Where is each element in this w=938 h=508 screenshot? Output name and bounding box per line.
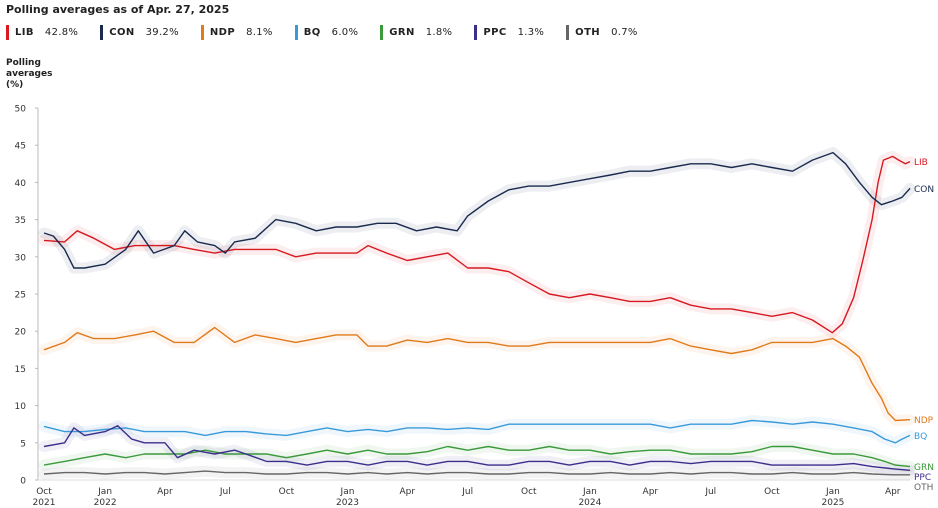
legend-code: BQ xyxy=(303,26,321,38)
x-tick-label: Oct xyxy=(764,487,780,497)
legend-swatch xyxy=(200,24,204,40)
series-end-label-lib: LIB xyxy=(914,158,928,168)
legend-item-ndp[interactable]: NDP 8.1% xyxy=(200,24,295,40)
series-line-bq xyxy=(43,419,911,444)
x-tick-label: Jul xyxy=(461,487,473,497)
legend-swatch xyxy=(294,24,298,40)
legend-value: 1.8% xyxy=(425,26,453,38)
legend-value: 1.3% xyxy=(517,26,545,38)
y-tick-label: 20 xyxy=(15,328,27,338)
x-tick-year-label: 2021 xyxy=(33,498,56,508)
x-tick-label: Apr xyxy=(399,487,415,497)
y-tick-label: 5 xyxy=(20,439,26,449)
x-tick-label: Jul xyxy=(219,487,231,497)
legend-item-oth[interactable]: OTH 0.7% xyxy=(566,24,660,40)
legend-value: 0.7% xyxy=(611,26,638,38)
series-end-label-ppc: PPC xyxy=(914,473,931,483)
legend-item-con[interactable]: CON 39.2% xyxy=(100,24,201,40)
series-line-ndp xyxy=(43,326,911,422)
legend-code: CON xyxy=(109,26,135,38)
x-tick-label: Jan xyxy=(825,487,840,497)
series-line-ppc xyxy=(43,425,911,471)
series-end-label-ndp: NDP xyxy=(914,416,934,426)
legend-swatch xyxy=(380,24,384,40)
y-tick-label: 10 xyxy=(15,402,27,412)
x-tick-label: Jan xyxy=(97,487,112,497)
legend-swatch xyxy=(474,24,478,40)
y-tick-label: 35 xyxy=(15,216,26,226)
legend-value: 42.8% xyxy=(44,26,79,38)
y-tick-label: 30 xyxy=(15,253,27,263)
x-tick-label: Apr xyxy=(643,487,659,497)
x-tick-label: Jan xyxy=(340,487,355,497)
y-tick-label: 0 xyxy=(20,477,26,487)
legend-swatch xyxy=(100,24,104,40)
y-tick-label: 25 xyxy=(15,291,26,301)
x-tick-label: Oct xyxy=(36,487,52,497)
y-tick-label: 45 xyxy=(15,142,26,152)
legend-code: GRN xyxy=(389,26,415,38)
x-tick-label: Oct xyxy=(521,487,537,497)
legend-value: 8.1% xyxy=(246,26,273,38)
chart-title: Polling averages as of Apr. 27, 2025 xyxy=(6,3,230,16)
legend-code: PPC xyxy=(483,26,507,38)
x-tick-label: Apr xyxy=(885,487,901,497)
series-end-label-oth: OTH xyxy=(914,483,933,493)
legend: LIB 42.8% CON 39.2% NDP 8.1% BQ 6.0% GRN… xyxy=(6,24,660,40)
series-line-oth xyxy=(43,470,910,476)
series-end-label-grn: GRN xyxy=(914,463,934,473)
legend-code: NDP xyxy=(209,26,236,38)
series-line-grn xyxy=(43,445,911,468)
y-axis-label: Polling averages (%) xyxy=(6,58,53,90)
series-line-lib xyxy=(43,155,911,334)
legend-item-bq[interactable]: BQ 6.0% xyxy=(294,24,381,40)
x-tick-year-label: 2024 xyxy=(578,498,601,508)
legend-item-grn[interactable]: GRN 1.8% xyxy=(380,24,474,40)
x-tick-label: Oct xyxy=(279,487,295,497)
legend-item-lib[interactable]: LIB 42.8% xyxy=(6,24,100,40)
series-band-con xyxy=(38,147,916,274)
x-tick-year-label: 2023 xyxy=(336,498,359,508)
legend-value: 6.0% xyxy=(331,26,359,38)
x-tick-year-label: 2022 xyxy=(94,498,117,508)
series-end-label-bq: BQ xyxy=(914,432,927,442)
x-tick-label: Jan xyxy=(582,487,597,497)
legend-swatch xyxy=(6,24,9,40)
x-tick-label: Jul xyxy=(704,487,716,497)
legend-code: OTH xyxy=(575,26,601,38)
y-tick-label: 40 xyxy=(15,179,27,189)
legend-item-ppc[interactable]: PPC 1.3% xyxy=(474,24,566,40)
x-tick-year-label: 2025 xyxy=(822,498,845,508)
series-end-label-con: CON xyxy=(914,185,934,195)
legend-swatch xyxy=(566,24,570,40)
series-line-con xyxy=(43,151,911,269)
y-tick-label: 15 xyxy=(15,365,26,375)
x-tick-label: Apr xyxy=(157,487,173,497)
legend-value: 39.2% xyxy=(145,26,179,38)
y-tick-label: 50 xyxy=(15,105,27,115)
legend-code: LIB xyxy=(15,26,34,38)
